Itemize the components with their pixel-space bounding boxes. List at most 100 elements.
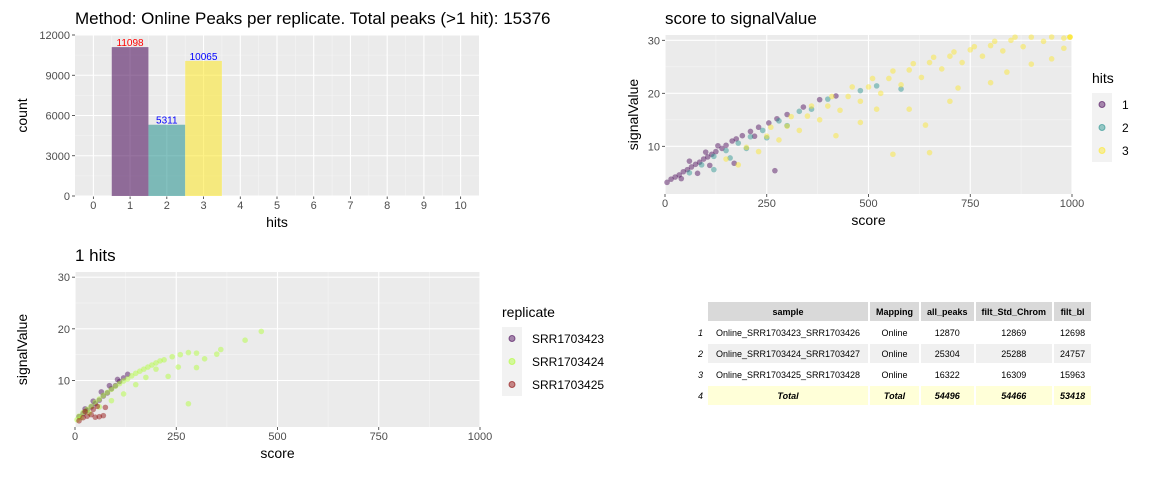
point-2 <box>873 83 880 89</box>
cell-filt-std-chrom: 25288 <box>975 344 1053 363</box>
point-3 <box>1004 69 1010 75</box>
point-2 <box>727 155 733 161</box>
point-SRR1703424 <box>112 383 119 389</box>
point-SRR1703425 <box>92 414 99 420</box>
one-hits-scatter-by-replicate: 1 hits 0 250 500 750 1000 10 20 30 score signalVal… <box>14 246 604 461</box>
x-tick-label: 0 <box>662 198 668 210</box>
point-3 <box>825 103 831 109</box>
point-3 <box>869 75 876 82</box>
bar-value-label: 11098 <box>117 38 145 49</box>
point-SRR1703424 <box>96 396 103 402</box>
point-3 <box>1020 43 1026 50</box>
point-1 <box>704 154 711 160</box>
x-tick-label: 0 <box>72 431 78 443</box>
legend-key-2 <box>1098 124 1106 131</box>
point-1 <box>664 179 670 186</box>
point-2 <box>686 170 693 176</box>
cell-all-peaks: 12870 <box>921 323 974 342</box>
point-3 <box>959 59 965 66</box>
point-SRR1703424 <box>108 386 115 393</box>
point-3 <box>1061 45 1067 52</box>
point-SRR1703423 <box>80 410 86 417</box>
bar-hits-2 <box>148 124 186 196</box>
x-tick-label: 250 <box>167 431 185 443</box>
cell-filt-bl: 15963 <box>1054 365 1092 384</box>
point-SRR1703424 <box>242 337 248 343</box>
point-3 <box>906 67 912 73</box>
y-tick-label: 20 <box>58 324 70 336</box>
row-name: 2 <box>697 348 703 359</box>
x-tick-label: 0 <box>90 200 96 212</box>
point-3 <box>898 82 904 88</box>
legend-key-3 <box>1098 147 1106 154</box>
cell-mapping: Online <box>870 344 919 363</box>
point-3 <box>1028 61 1035 67</box>
point-3 <box>1067 34 1073 40</box>
point-SRR1703424 <box>80 409 86 416</box>
point-SRR1703424 <box>193 364 200 371</box>
point-3 <box>833 132 839 139</box>
point-SRR1703424 <box>145 364 151 370</box>
point-2 <box>776 118 782 124</box>
point-1 <box>739 132 746 139</box>
legend-key-bg <box>1092 116 1112 139</box>
point-3 <box>873 106 880 112</box>
point-SRR1703424 <box>157 358 163 364</box>
point-3 <box>1012 34 1018 40</box>
cell-mapping: Total <box>870 386 919 405</box>
point-1 <box>733 136 740 142</box>
y-tick-label: 10 <box>648 141 660 153</box>
x-tick-label: 5 <box>274 200 280 212</box>
point-3 <box>1067 34 1073 40</box>
point-3 <box>1067 34 1073 40</box>
point-1 <box>723 142 729 149</box>
x-tick-label: 500 <box>268 431 286 443</box>
point-1 <box>668 176 674 182</box>
rowname-header <box>694 302 706 321</box>
table-row: 1 Online_SRR1703423_SRR1703426 Online 12… <box>694 323 1092 342</box>
point-3 <box>743 144 750 151</box>
score-signal-scatter-by-hits: score to signalValue 0 250 500 750 1000 10 20 30… <box>625 9 1129 228</box>
point-3 <box>910 60 917 67</box>
point-1 <box>774 115 780 122</box>
point-SRR1703423 <box>84 407 90 414</box>
point-3 <box>1008 37 1014 44</box>
point-3 <box>784 123 790 129</box>
point-SRR1703424 <box>84 406 90 413</box>
point-SRR1703424 <box>86 410 92 416</box>
point-3 <box>735 162 742 168</box>
cell-sample: Online_SRR1703425_SRR1703428 <box>708 365 868 384</box>
point-3 <box>857 119 864 126</box>
legend-title: replicate <box>502 304 555 320</box>
point-3 <box>723 156 729 162</box>
y-tick-label: 12000 <box>39 30 70 42</box>
point-3 <box>979 53 986 59</box>
point-1 <box>694 170 701 177</box>
point-3 <box>955 85 961 91</box>
point-SRR1703423 <box>106 382 113 389</box>
point-SRR1703424 <box>104 389 111 396</box>
point-2 <box>784 122 790 129</box>
point-1 <box>765 120 772 126</box>
point-SRR1703423 <box>104 390 111 396</box>
point-2 <box>743 145 750 152</box>
point-SRR1703423 <box>96 397 103 403</box>
point-3 <box>987 42 994 49</box>
cell-all-peaks: 16322 <box>921 365 974 384</box>
point-SRR1703424 <box>96 404 103 410</box>
point-3 <box>857 98 864 105</box>
point-3 <box>808 103 815 109</box>
point-SRR1703423 <box>82 406 88 412</box>
legend-label: SRR1703425 <box>532 378 604 392</box>
bar-hits-3 <box>185 60 222 197</box>
cell-filt-std-chrom: 16309 <box>975 365 1053 384</box>
point-SRR1703424 <box>120 391 127 397</box>
point-SRR1703423 <box>114 376 121 383</box>
point-SRR1703424 <box>76 413 82 419</box>
cell-sample: Total <box>708 386 868 405</box>
point-1 <box>702 149 709 155</box>
point-2 <box>747 133 754 140</box>
point-2 <box>808 106 815 112</box>
point-3 <box>926 59 933 66</box>
x-tick-label: 1 <box>127 200 133 212</box>
